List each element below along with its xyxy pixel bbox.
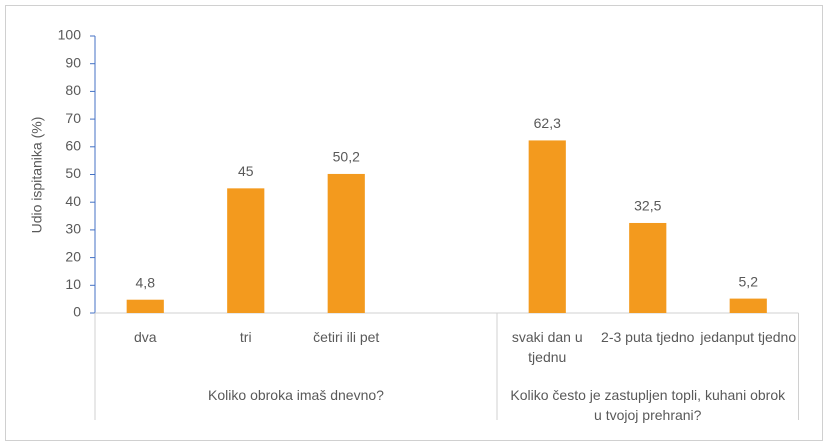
bar xyxy=(528,140,566,313)
x-tick-label: tri xyxy=(239,329,252,345)
y-tick-label: 20 xyxy=(65,248,81,264)
x-tick-label: 2-3 puta tjedno xyxy=(601,329,695,345)
x-tick-label: četiri ili pet xyxy=(313,329,380,345)
x-tick-label: dva xyxy=(133,329,157,345)
bar xyxy=(729,298,767,313)
group-label: Koliko obroka imaš dnevno? xyxy=(208,387,384,403)
y-tick-label: 90 xyxy=(65,54,81,70)
data-label: 50,2 xyxy=(333,149,360,165)
y-tick-label: 60 xyxy=(65,138,81,154)
bar xyxy=(227,188,265,313)
y-tick-label: 70 xyxy=(65,110,81,126)
y-tick-label: 100 xyxy=(58,27,82,43)
data-label: 4,8 xyxy=(136,274,156,290)
group-label: Koliko često je zastupljen topli, kuhani… xyxy=(510,387,786,423)
bar xyxy=(327,173,365,313)
bar xyxy=(126,299,164,313)
data-label: 45 xyxy=(238,163,254,179)
y-tick-label: 80 xyxy=(65,82,81,98)
x-tick-label: svaki dan u tjednu xyxy=(511,329,583,365)
bar xyxy=(629,222,667,313)
x-tick-label: jedanput tjedno xyxy=(700,329,797,345)
y-tick-label: 0 xyxy=(73,304,81,320)
y-tick-label: 10 xyxy=(65,276,81,292)
y-tick-label: 50 xyxy=(65,165,81,181)
chart-frame xyxy=(5,5,823,441)
data-label: 5,2 xyxy=(739,273,759,289)
y-axis-title: Udio ispitanika (%) xyxy=(29,117,45,234)
y-tick-label: 30 xyxy=(65,221,81,237)
data-label: 32,5 xyxy=(634,198,661,214)
data-label: 62,3 xyxy=(534,115,561,131)
y-tick-label: 40 xyxy=(65,193,81,209)
